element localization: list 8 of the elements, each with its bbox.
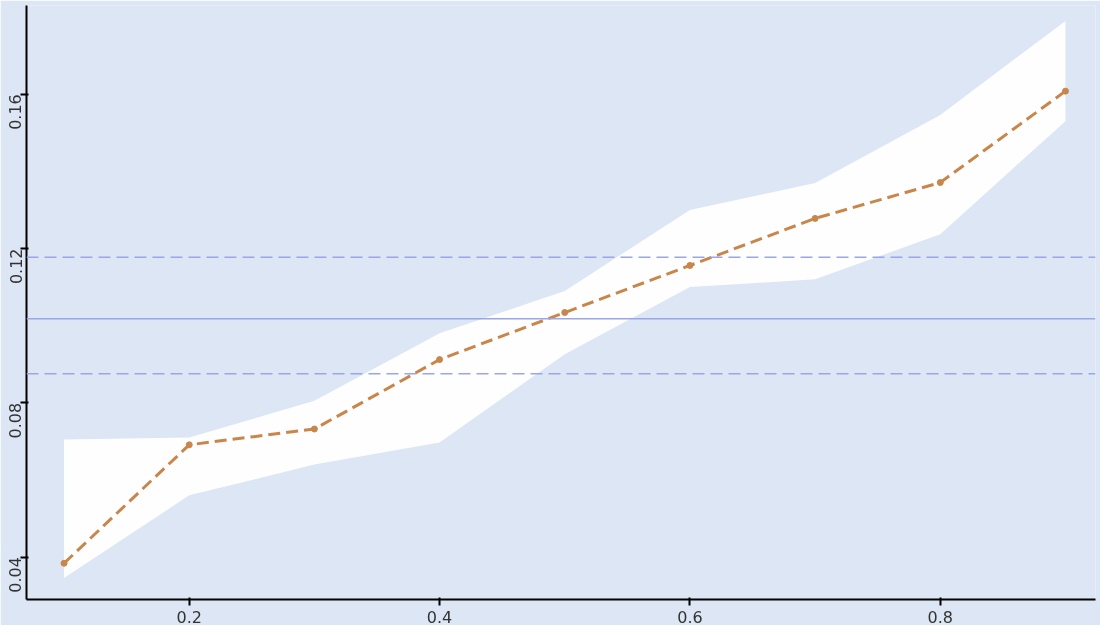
x-tick-label: 0.4 [426, 607, 453, 627]
y-tick-label: 0.16 [6, 94, 26, 130]
x-tick-label: 0.2 [176, 607, 202, 627]
x-tick-label: 0.8 [927, 607, 954, 627]
y-tick-label: 0.12 [6, 248, 26, 285]
y-tick-label: 0.08 [6, 402, 26, 439]
y-tick-label: 0.04 [6, 557, 26, 593]
x-tick-label: 0.6 [677, 607, 703, 627]
